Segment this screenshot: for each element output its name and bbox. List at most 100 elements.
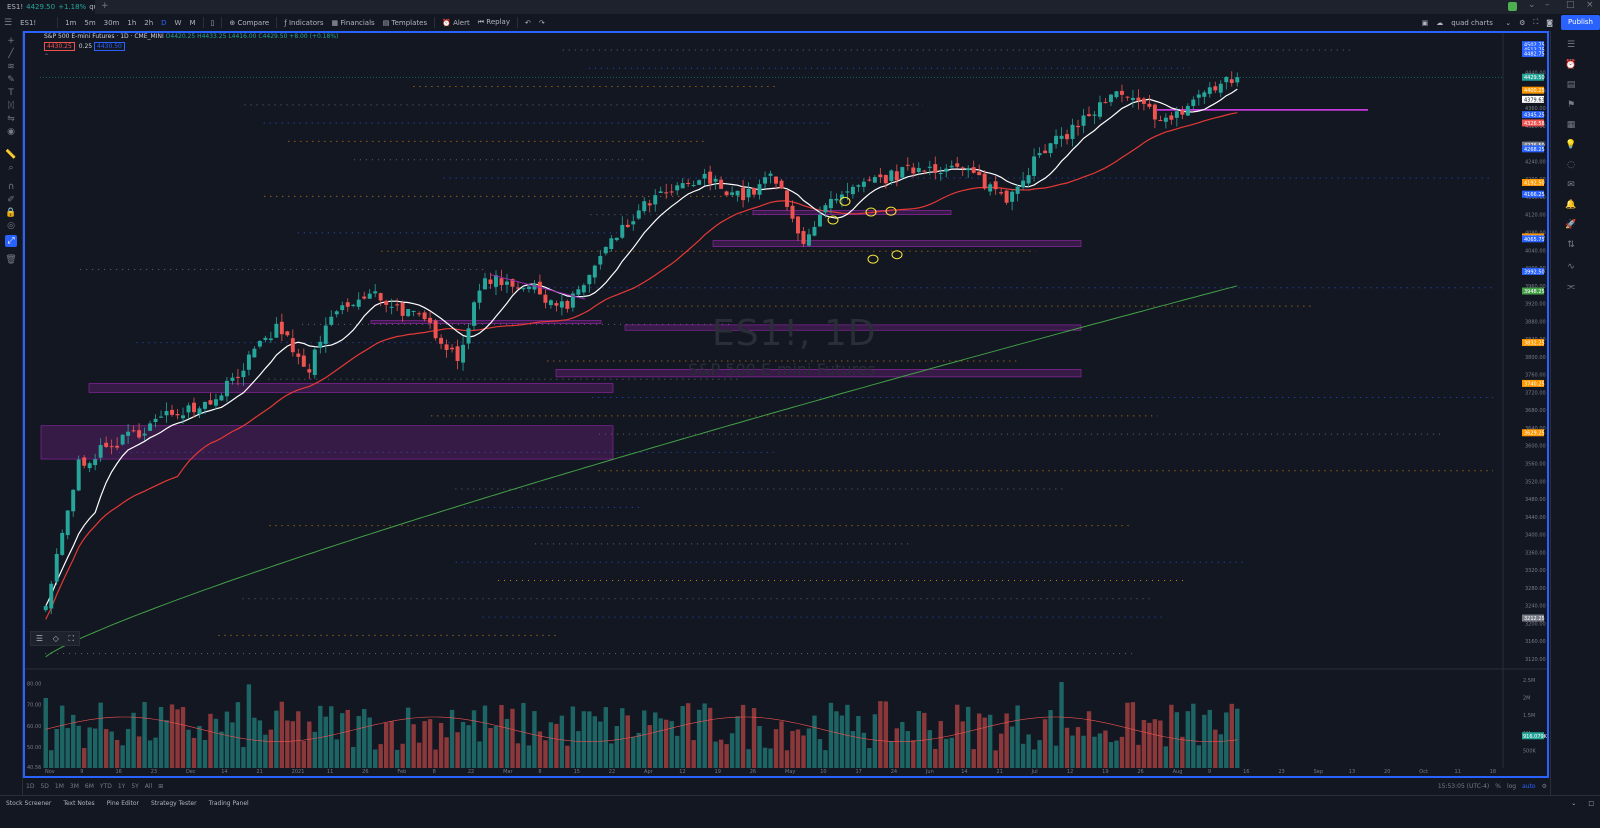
ask-price[interactable]: 4430.50 — [94, 42, 125, 51]
new-tab-plus-icon[interactable]: + — [101, 1, 109, 11]
replay-button[interactable]: ⏮ Replay — [477, 18, 510, 26]
range-5y[interactable]: 5Y — [131, 783, 139, 790]
collapse-legend-icon[interactable]: ⌃ — [44, 53, 50, 60]
object-tree-icon[interactable]: ☰ — [35, 634, 44, 643]
range-1d[interactable]: 1D — [26, 783, 35, 790]
analysis-icon[interactable]: ⫘ — [1566, 282, 1576, 292]
calendar-icon[interactable]: ▦ — [1566, 120, 1576, 130]
alerts-icon[interactable]: ⏰ — [1565, 60, 1577, 70]
price-tick-label: 4360.00 — [1525, 106, 1546, 112]
range-ytd[interactable]: YTD — [99, 783, 112, 790]
zoom-icon[interactable]: ⌕ — [8, 163, 14, 173]
fib-icon[interactable]: ≋ — [7, 62, 15, 72]
undo-icon[interactable]: ↶ — [524, 18, 531, 27]
range-5d[interactable]: 5D — [40, 783, 49, 790]
trash-icon[interactable]: 🗑 — [5, 255, 17, 265]
interval-5m[interactable]: 5m — [84, 18, 96, 27]
menu-icon[interactable]: ☰ — [4, 17, 13, 28]
sync-drawings-icon[interactable]: ⤢ — [5, 235, 17, 247]
footer-tab-stock-screener[interactable]: Stock Screener — [6, 800, 52, 807]
interval-30m[interactable]: 30m — [103, 18, 120, 27]
compare-button[interactable]: ⊕ Compare — [229, 18, 270, 27]
dom-icon[interactable]: ⇅ — [1567, 240, 1575, 250]
watchlist-icon[interactable]: ☰ — [1566, 40, 1576, 50]
chat-icon[interactable]: ✉ — [1567, 180, 1575, 190]
indicators-button[interactable]: ƒ Indicators — [284, 18, 324, 27]
ideas-icon[interactable]: 💡 — [1565, 140, 1577, 150]
lock-draw-icon[interactable]: ✐ — [7, 195, 15, 205]
close-icon[interactable]: × — [1586, 0, 1594, 10]
crosshair-icon[interactable]: + — [7, 36, 15, 46]
streams-icon[interactable]: ◌ — [1567, 160, 1575, 170]
interval-M[interactable]: M — [189, 18, 196, 27]
percent-toggle[interactable]: % — [1495, 783, 1501, 790]
layout-name[interactable]: quad charts — [1451, 18, 1493, 27]
footer-tab-pine-editor[interactable]: Pine Editor — [106, 800, 139, 807]
redo-icon[interactable]: ↷ — [538, 18, 545, 27]
visibility-icon[interactable]: ◎ — [7, 221, 15, 231]
volume-bar — [460, 721, 466, 768]
volume-bar — [1163, 746, 1169, 768]
interval-1m[interactable]: 1m — [65, 18, 77, 27]
chevron-down-icon[interactable]: ⌄ — [1528, 0, 1536, 10]
interval-D[interactable]: D — [161, 18, 167, 27]
symbol-search[interactable]: ES1! — [20, 18, 37, 27]
financials-button[interactable]: ▦ Financials — [331, 18, 375, 27]
settings-gear-icon[interactable]: ⚙ — [1519, 18, 1526, 27]
price-chart[interactable]: 4440.004400.004360.004320.004280.004240.… — [25, 33, 1547, 776]
auto-toggle[interactable]: auto — [1522, 783, 1536, 790]
footer-tab-strategy-tester[interactable]: Strategy Tester — [151, 800, 197, 807]
brush-icon[interactable]: ✎ — [7, 75, 15, 85]
data-window-icon[interactable]: ▤ — [1566, 80, 1576, 90]
rocket-icon[interactable]: 🚀 — [1565, 220, 1577, 230]
pulse-icon[interactable]: ∿ — [1567, 262, 1575, 272]
clock[interactable]: 15:53:05 (UTC-4) — [1437, 783, 1490, 790]
alert-button[interactable]: ⏰ Alert — [442, 18, 470, 27]
layout-icon[interactable]: ▣ — [1421, 18, 1429, 27]
ruler-icon[interactable]: 📏 — [5, 150, 17, 160]
bid-price[interactable]: 4430.25 — [44, 42, 75, 51]
magnet-icon[interactable]: ∩ — [7, 182, 15, 192]
range-1m[interactable]: 1M — [54, 783, 64, 790]
volume-bar — [894, 728, 900, 768]
interval-2h[interactable]: 2h — [144, 18, 154, 27]
volume-bar — [938, 721, 943, 768]
text-icon[interactable]: T — [8, 88, 14, 98]
trend-line-icon[interactable]: ╱ — [8, 49, 14, 59]
publish-button[interactable]: Publish — [1561, 15, 1600, 30]
fullscreen-icon[interactable]: ⛶ — [1533, 18, 1539, 26]
candle-body — [1136, 97, 1141, 101]
camera-icon[interactable]: ◙ — [1546, 18, 1554, 27]
collapse-panel-icon[interactable]: ⌄ — [1571, 800, 1577, 807]
range-6m[interactable]: 6M — [84, 783, 94, 790]
pattern-icon[interactable]: ᛞ — [8, 101, 14, 111]
visibility-icon[interactable]: ◇ — [52, 634, 59, 643]
candle-body — [224, 380, 229, 397]
eye-icon[interactable]: ◉ — [7, 127, 15, 137]
extension-icon[interactable] — [1508, 2, 1517, 11]
log-toggle[interactable]: log — [1506, 783, 1517, 790]
settings-gear-icon[interactable]: ⚙ — [1541, 783, 1547, 790]
maximize-icon[interactable]: □ — [1566, 0, 1575, 10]
footer-tab-trading-panel[interactable]: Trading Panel — [208, 800, 249, 807]
time-tick-label: 21 — [256, 769, 262, 775]
lock-icon[interactable]: 🔒 — [5, 208, 17, 218]
notifications-icon[interactable]: 🔔 — [1565, 200, 1577, 210]
interval-W[interactable]: W — [174, 18, 182, 27]
bar-style-icon[interactable]: ▯ — [210, 18, 215, 27]
minimize-icon[interactable]: – — [1545, 0, 1550, 10]
range-1y[interactable]: 1Y — [117, 783, 126, 790]
chart-tab[interactable]: ES1! 4429.50 +1.18% quo — [0, 0, 95, 14]
range-3m[interactable]: 3M — [69, 783, 79, 790]
templates-button[interactable]: ▤ Templates — [382, 18, 428, 27]
chevron-down-icon[interactable]: ⌄ — [1505, 18, 1512, 27]
footer-tab-text-notes[interactable]: Text Notes — [63, 800, 95, 807]
maximize-panel-icon[interactable]: □ — [1588, 800, 1594, 807]
range-all[interactable]: All — [144, 783, 153, 790]
time-tick-label: 23 — [151, 769, 157, 775]
date-range-icon[interactable]: ⊞ — [158, 783, 164, 790]
hotlist-icon[interactable]: ⚑ — [1566, 100, 1576, 110]
select-frame-icon[interactable]: ⛶ — [68, 633, 75, 643]
prediction-icon[interactable]: ⇋ — [7, 114, 15, 124]
interval-1h[interactable]: 1h — [127, 18, 137, 27]
